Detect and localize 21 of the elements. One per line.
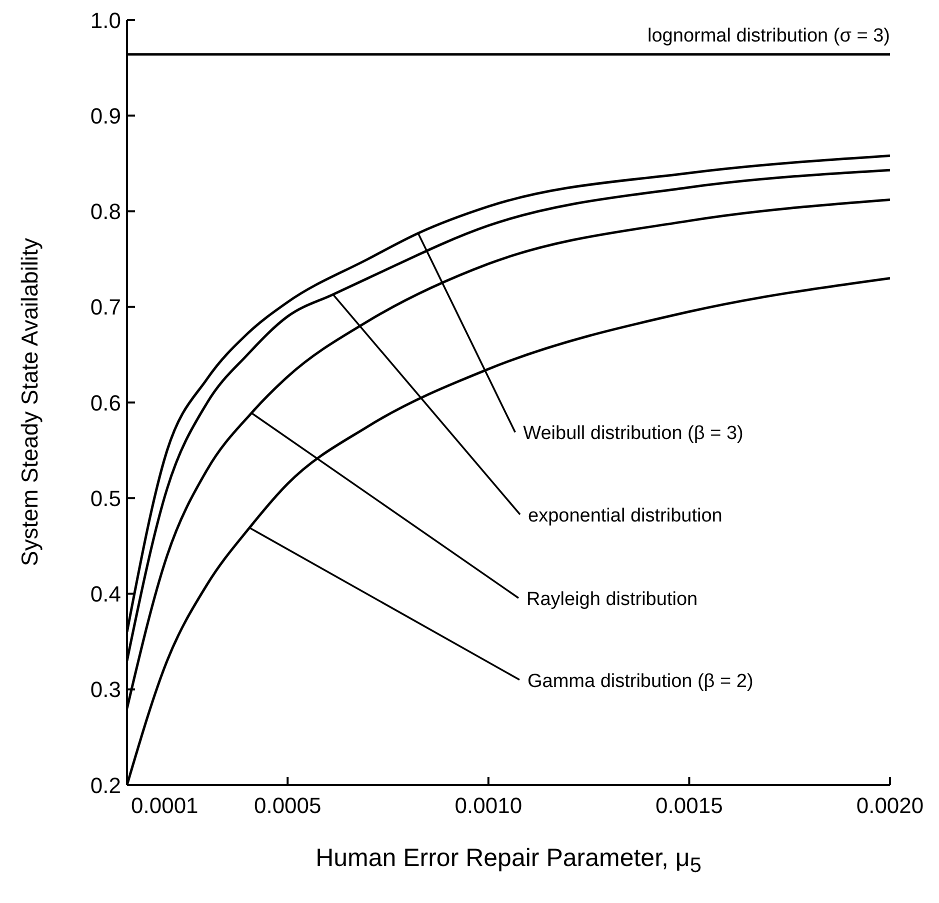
annotation: Gamma distribution (β = 2)	[527, 670, 754, 692]
y-tick-label: 1.0	[90, 8, 121, 33]
annotation: exponential distribution	[528, 505, 722, 526]
y-tick-label: 0.5	[90, 486, 121, 511]
annotation: Rayleigh distribution	[526, 589, 698, 610]
y-tick-label: 0.2	[90, 772, 121, 798]
series-label: lognormal distribution (σ = 3)	[648, 25, 890, 46]
y-tick-label: 0.3	[90, 677, 121, 702]
y-tick-label: 0.4	[90, 582, 121, 607]
x-tick-label: 0.0010	[454, 793, 522, 818]
annotation: Weibull distribution (β = 3)	[523, 423, 744, 444]
x-tick-label: 0.0020	[856, 793, 924, 818]
x-tick-label: 0.0005	[254, 793, 322, 818]
y-tick-label: 0.9	[90, 103, 121, 128]
y-tick-label: 0.7	[90, 294, 121, 320]
y-tick-label: 0.8	[90, 199, 121, 224]
x-tick-label: 0.0015	[656, 793, 723, 818]
y-tick-label: 0.6	[90, 390, 121, 416]
x-tick-label: 0.0001	[131, 793, 198, 818]
y-axis-title: System Steady State Availability	[16, 238, 44, 566]
x-axis-title: Human Error Repair Parameter, μ$_{5}$	[314, 844, 702, 878]
